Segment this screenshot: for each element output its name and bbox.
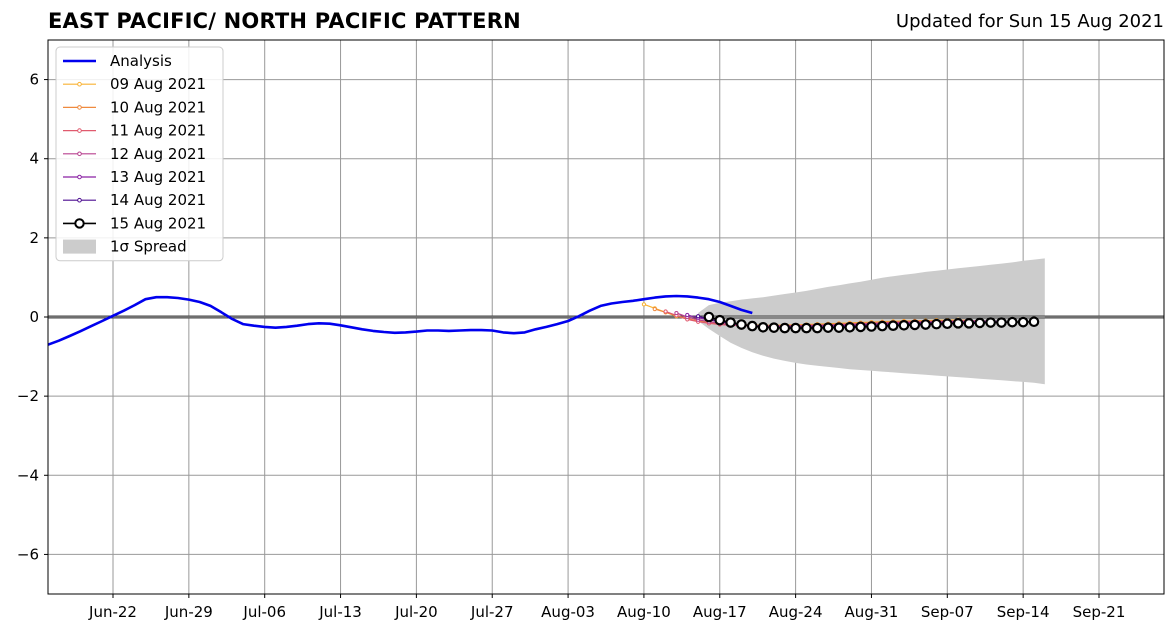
analysis-line — [47, 294, 753, 346]
legend-marker — [77, 174, 82, 180]
legend-label: 15 Aug 2021 — [110, 214, 206, 232]
forecast-point — [876, 320, 888, 332]
legend-marker — [74, 218, 85, 229]
x-tick-label: Jul-27 — [470, 603, 514, 621]
forecast-point — [942, 318, 953, 330]
forecast-point — [963, 318, 975, 329]
forecast-point — [931, 318, 942, 330]
forecast-point — [714, 314, 726, 326]
forecast-point — [674, 310, 679, 316]
x-tick-label: Aug-03 — [541, 603, 595, 621]
x-tick-label: Aug-31 — [845, 603, 899, 621]
forecast-point — [844, 321, 856, 333]
y-tick-label: 0 — [29, 308, 39, 326]
legend-entry: 14 Aug 2021 — [63, 191, 206, 209]
y-tick-label: −6 — [17, 545, 39, 563]
legend-label: 1σ Spread — [110, 238, 187, 256]
forecast-layer — [641, 302, 1040, 334]
y-tick-label: 6 — [29, 71, 39, 89]
forecast-point — [757, 321, 769, 333]
x-tick-label: Jun-29 — [164, 603, 213, 621]
y-tick-label: −4 — [17, 466, 39, 484]
legend-marker — [77, 105, 82, 110]
legend-marker — [77, 197, 82, 203]
forecast-point — [695, 314, 701, 319]
forecast-point — [652, 306, 657, 312]
forecast-point — [685, 312, 690, 318]
x-tick-label: Sep-14 — [997, 603, 1050, 621]
legend-entry: 13 Aug 2021 — [63, 168, 206, 186]
x-tick-label: Jun-22 — [88, 603, 137, 621]
legend-label: Analysis — [110, 52, 172, 70]
forecast-point — [909, 319, 921, 331]
x-tick-label: Jul-20 — [394, 603, 438, 621]
forecast-point — [641, 302, 647, 307]
legend-label: 13 Aug 2021 — [110, 168, 206, 186]
chart-title: EAST PACIFIC/ NORTH PACIFIC PATTERN — [48, 9, 521, 33]
forecast-series — [703, 311, 1040, 334]
forecast-point — [855, 321, 866, 333]
forecast-point — [822, 322, 834, 333]
legend-marker — [77, 128, 82, 133]
updated-date: Updated for Sun 15 Aug 2021 — [895, 11, 1164, 32]
axes: Jun-22 Jun-29 Jul-06 Jul-13 Jul-20 Jul-27 Aug-… — [17, 39, 1165, 621]
x-tick-label: Jul-06 — [242, 603, 286, 621]
forecast-point — [801, 322, 812, 334]
legend-entry: 1σ Spread — [63, 238, 187, 256]
forecast-point — [779, 322, 791, 334]
forecast-point — [833, 322, 845, 333]
forecast-point — [898, 320, 910, 331]
y-tick-label: 2 — [29, 229, 39, 247]
legend-entry: Analysis — [63, 52, 172, 70]
x-tick-label: Aug-24 — [769, 603, 823, 621]
forecast-point — [725, 317, 736, 328]
legend-entry: 12 Aug 2021 — [63, 145, 206, 163]
legend-swatch — [63, 239, 96, 254]
forecast-point — [811, 322, 823, 334]
x-tick-label: Sep-21 — [1073, 603, 1126, 621]
y-tick-label: 4 — [29, 150, 39, 168]
forecast-point — [985, 317, 996, 328]
forecast-point — [887, 320, 899, 332]
forecast-point — [996, 317, 1007, 328]
legend-box — [55, 46, 224, 262]
x-tick-label: Jul-13 — [318, 603, 362, 621]
legend-label: 09 Aug 2021 — [110, 75, 206, 93]
forecast-point — [768, 322, 780, 333]
forecast-point — [736, 319, 747, 330]
legend-entry: 15 Aug 2021 — [63, 214, 206, 232]
legend-label: 12 Aug 2021 — [110, 145, 206, 163]
legend-marker — [77, 81, 82, 87]
forecast-point — [952, 318, 964, 329]
plot-frame — [47, 39, 1165, 595]
legend-label: 10 Aug 2021 — [110, 98, 206, 116]
analysis-layer — [47, 294, 753, 346]
forecast-point — [1017, 316, 1029, 328]
legend-label: 14 Aug 2021 — [110, 191, 206, 209]
forecast-point — [920, 319, 931, 330]
x-tick-label: Sep-07 — [921, 603, 974, 621]
forecast-point — [746, 320, 758, 332]
forecast-point — [663, 309, 668, 314]
y-tick-label: −2 — [17, 387, 39, 405]
legend-entry: 11 Aug 2021 — [63, 122, 206, 140]
forecast-point — [1007, 316, 1018, 328]
forecast-point — [790, 322, 801, 334]
legend-label: 11 Aug 2021 — [110, 122, 206, 140]
forecast-point — [866, 321, 877, 332]
forecast-point — [974, 317, 986, 329]
forecast-point — [703, 311, 715, 323]
legend-entry: 09 Aug 2021 — [63, 75, 206, 93]
x-tick-label: Aug-10 — [617, 603, 671, 621]
legend-entry: 10 Aug 2021 — [63, 98, 206, 116]
legend-marker — [77, 151, 82, 157]
legend: Analysis 09 Aug 2021 10 Aug 2021 11 Aug 202… — [55, 46, 224, 262]
forecast-point — [1028, 316, 1040, 328]
x-tick-label: Aug-17 — [693, 603, 747, 621]
